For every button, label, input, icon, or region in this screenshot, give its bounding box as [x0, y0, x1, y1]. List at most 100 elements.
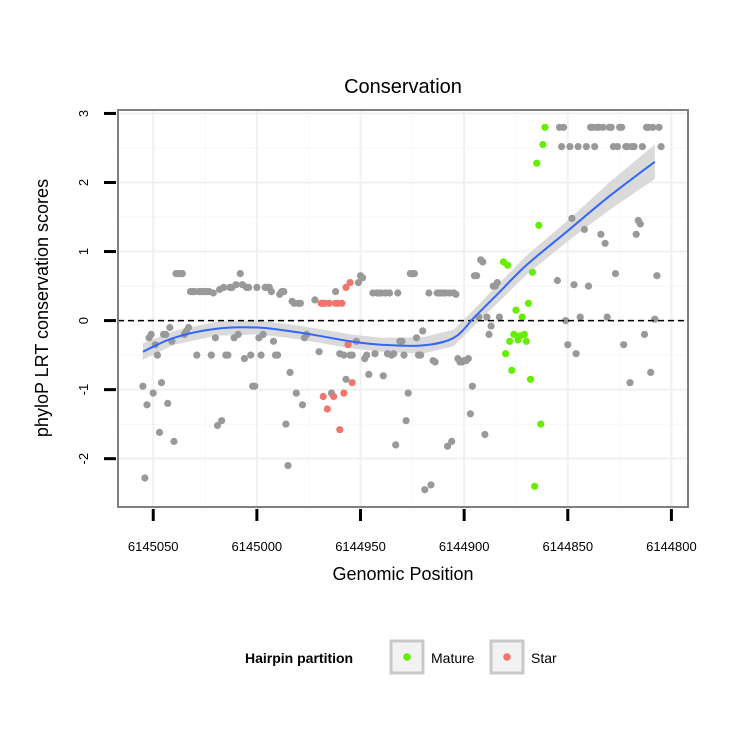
data-point-other — [421, 486, 429, 494]
data-point-other — [153, 351, 161, 359]
data-point-other — [224, 351, 232, 359]
data-point-other — [653, 272, 661, 280]
y-tick-label: 2 — [76, 179, 91, 186]
y-tick-label: 3 — [76, 110, 91, 117]
legend-label-mature: Mature — [431, 650, 475, 666]
data-point-other — [363, 351, 371, 359]
data-point-other — [568, 214, 576, 222]
data-point-other — [354, 279, 362, 287]
data-point-other — [601, 239, 609, 247]
data-point-other — [566, 143, 574, 151]
data-point-other — [392, 441, 400, 449]
data-point-other — [332, 288, 340, 296]
panel-background — [118, 110, 688, 507]
x-axis: 6145050 6145000 6144950 6144900 6144850 61448… — [128, 509, 697, 554]
data-point-other — [630, 143, 638, 151]
data-point-other — [618, 123, 626, 131]
data-point-other — [236, 270, 244, 278]
data-point-star — [323, 405, 331, 413]
data-point-mature — [528, 268, 537, 276]
data-point-other — [570, 281, 578, 289]
data-point-other — [213, 421, 222, 430]
panel-border — [117, 109, 689, 508]
data-point-other — [560, 123, 568, 131]
data-point-mature — [526, 375, 535, 383]
data-point-other — [207, 351, 215, 359]
data-point-other — [400, 351, 408, 359]
data-point-mature — [522, 337, 530, 345]
data-point-other — [286, 368, 294, 376]
data-point-mature — [508, 366, 516, 374]
legend: Hairpin partition Mature Star — [245, 639, 557, 675]
data-point-other — [479, 258, 487, 266]
data-point-mature — [535, 221, 543, 229]
data-point-other — [149, 389, 157, 397]
data-point-other — [562, 317, 570, 325]
data-point-other — [417, 351, 425, 359]
y-axis-label: phyloP LRT conservation scores — [32, 179, 52, 437]
data-point-mature — [533, 159, 541, 167]
data-point-other — [240, 355, 248, 363]
x-tick-label: 6144950 — [335, 539, 386, 554]
data-point-other — [253, 283, 261, 291]
data-point-other — [162, 330, 170, 338]
data-point-other — [342, 375, 350, 383]
data-point-other — [379, 372, 387, 380]
data-point-other — [599, 123, 607, 131]
data-point-other — [582, 143, 591, 151]
data-point-other — [626, 379, 634, 387]
x-axis-label: Genomic Position — [332, 564, 473, 584]
data-point-mature — [512, 306, 520, 314]
data-point-star — [346, 279, 354, 287]
series-mature — [499, 123, 549, 490]
data-point-other — [193, 351, 201, 359]
plot-panel — [117, 109, 689, 508]
data-point-star — [344, 341, 352, 349]
data-point-other — [580, 225, 589, 233]
y-tick-label: -2 — [76, 453, 91, 465]
data-point-other — [166, 323, 174, 332]
data-point-other — [481, 430, 489, 439]
data-point-other — [452, 290, 460, 298]
data-point-other — [597, 230, 605, 238]
data-point-other — [553, 276, 562, 285]
series-other — [139, 123, 665, 494]
data-point-other — [576, 313, 584, 321]
data-point-other — [284, 462, 292, 470]
data-point-other — [468, 382, 476, 390]
legend-label-star: Star — [531, 650, 557, 666]
data-point-other — [218, 417, 226, 425]
x-tick-label: 6144800 — [646, 539, 697, 554]
data-point-other — [298, 401, 307, 409]
legend-swatch-star — [503, 653, 511, 661]
data-point-other — [282, 420, 290, 428]
data-point-other — [155, 428, 164, 436]
data-point-other — [466, 410, 474, 418]
data-point-other — [385, 289, 394, 297]
y-tick-label: 1 — [76, 248, 91, 255]
data-point-other — [485, 330, 493, 338]
data-point-other — [591, 143, 599, 151]
data-point-star — [348, 379, 356, 387]
data-point-mature — [504, 261, 512, 269]
smooth-trend-line — [142, 160, 656, 353]
x-tick-label: 6145000 — [232, 539, 283, 554]
data-point-star — [340, 389, 348, 397]
data-point-other — [404, 389, 412, 397]
data-point-other — [292, 389, 300, 397]
data-point-other — [311, 296, 319, 304]
data-point-other — [564, 341, 572, 349]
series-star — [317, 279, 356, 434]
y-tick-label: -1 — [76, 384, 91, 396]
data-point-mature — [510, 330, 518, 338]
data-point-other — [412, 334, 421, 342]
data-point-other — [402, 417, 410, 425]
data-point-other — [390, 350, 398, 358]
data-point-other — [493, 279, 501, 287]
data-point-other — [464, 355, 472, 363]
data-point-other — [247, 351, 255, 359]
data-point-other — [257, 351, 265, 359]
data-point-other — [620, 341, 628, 349]
data-point-other — [315, 348, 323, 356]
